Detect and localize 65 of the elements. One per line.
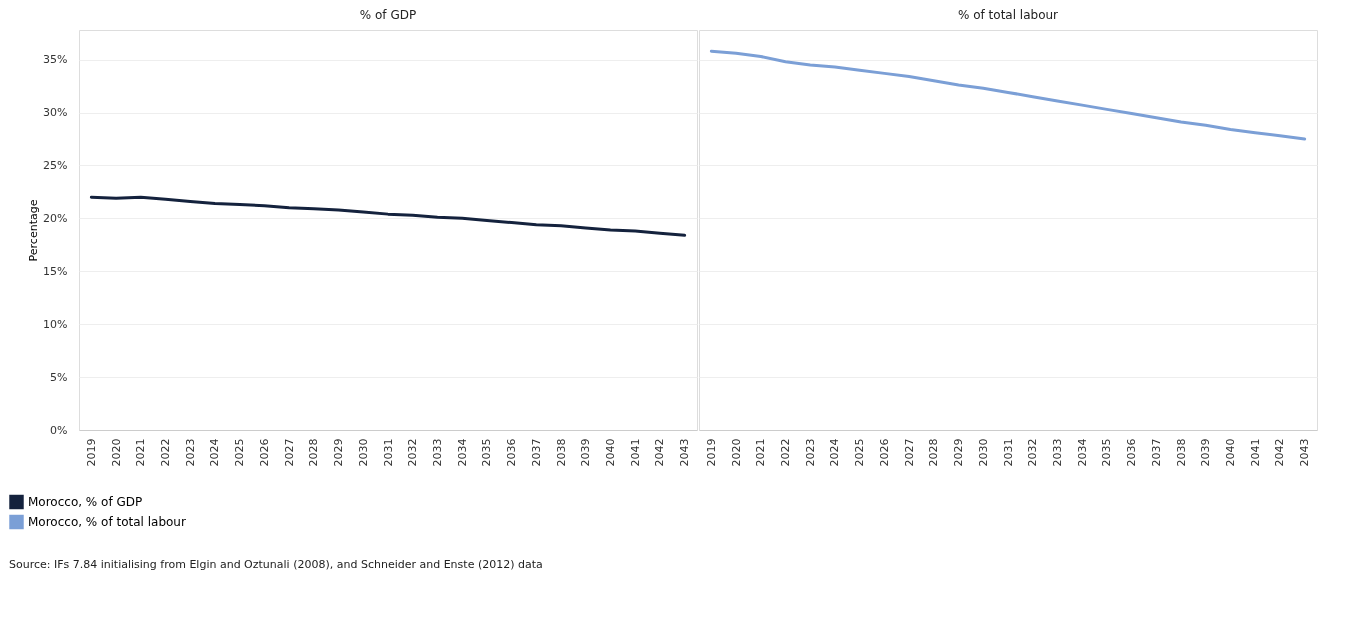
x-tick-label: 2023 (803, 438, 817, 467)
x-tick-label: 2033 (1050, 438, 1064, 467)
x-tick-label: 2040 (1223, 438, 1237, 467)
x-tick-label: 2043 (678, 438, 692, 467)
y-tick-label: 30% (43, 106, 68, 120)
x-tick-label: 2023 (183, 438, 197, 467)
x-tick-label: 2026 (877, 438, 891, 467)
line-series (89, 195, 687, 237)
x-tick-label: 2036 (505, 438, 519, 467)
chart-title: % of total labour (957, 8, 1059, 22)
x-tick-label: 2022 (159, 438, 173, 467)
source-note: Source: IFs 7.84 initialising from Elgin and Oztunali (2008), and Schneider and Enste (2012) data (9, 558, 543, 571)
x-tick-label: 2019 (704, 438, 718, 467)
x-tick-label: 2020 (109, 438, 123, 467)
y-tick-label: 20% (43, 211, 68, 225)
x-tick-label: 2039 (579, 438, 593, 467)
x-tick-label: 2029 (952, 438, 966, 467)
legend-label: Morocco, % of total labour (28, 515, 186, 529)
x-tick-label: 2022 (779, 438, 793, 467)
chart-title: % of GDP (359, 8, 417, 22)
x-tick-label: 2031 (381, 438, 395, 467)
x-tick-label: 2042 (1273, 438, 1287, 467)
x-tick-label: 2031 (1001, 438, 1015, 467)
x-tick-label: 2040 (603, 438, 617, 467)
x-tick-label: 2025 (853, 438, 867, 467)
y-tick-label: 0% (50, 423, 68, 437)
x-tick-label: 2026 (257, 438, 271, 467)
x-tick-label: 2039 (1199, 438, 1213, 467)
x-tick-label: 2032 (406, 438, 420, 467)
x-tick-label: 2041 (1248, 438, 1262, 467)
x-tick-label: 2028 (927, 438, 941, 467)
x-tick-label: 2034 (1075, 438, 1089, 467)
y-axis-title: Percentage (27, 199, 41, 262)
x-tick-label: 2033 (430, 438, 444, 467)
x-tick-label: 2029 (332, 438, 346, 467)
x-tick-label: 2030 (356, 438, 370, 467)
x-tick-label: 2038 (554, 438, 568, 467)
x-tick-label: 2036 (1125, 438, 1139, 467)
y-tick-label: 35% (43, 53, 68, 67)
x-tick-label: 2038 (1174, 438, 1188, 467)
x-tick-label: 2035 (480, 438, 494, 467)
x-tick-label: 2027 (282, 438, 296, 467)
x-tick-label: 2027 (902, 438, 916, 467)
x-tick-label: 2030 (976, 438, 990, 467)
x-tick-label: 2037 (529, 438, 543, 467)
x-tick-label: 2035 (1100, 438, 1114, 467)
x-tick-label: 2024 (208, 438, 222, 467)
x-tick-label: 2042 (653, 438, 667, 467)
x-tick-label: 2020 (729, 438, 743, 467)
x-tick-label: 2034 (455, 438, 469, 467)
x-tick-label: 2043 (1298, 438, 1312, 467)
legend-label: Morocco, % of GDP (28, 495, 143, 509)
y-tick-label: 15% (43, 264, 68, 278)
x-tick-label: 2021 (134, 438, 148, 467)
x-tick-label: 2037 (1149, 438, 1163, 467)
x-tick-label: 2024 (828, 438, 842, 467)
x-tick-label: 2032 (1026, 438, 1040, 467)
x-tick-label: 2041 (628, 438, 642, 467)
y-tick-label: 25% (43, 158, 68, 172)
y-tick-label: 5% (50, 370, 68, 384)
y-tick-label: 10% (43, 317, 68, 331)
x-tick-label: 2025 (233, 438, 247, 467)
x-tick-label: 2019 (84, 438, 98, 467)
x-tick-label: 2021 (754, 438, 768, 467)
x-tick-label: 2028 (307, 438, 321, 467)
